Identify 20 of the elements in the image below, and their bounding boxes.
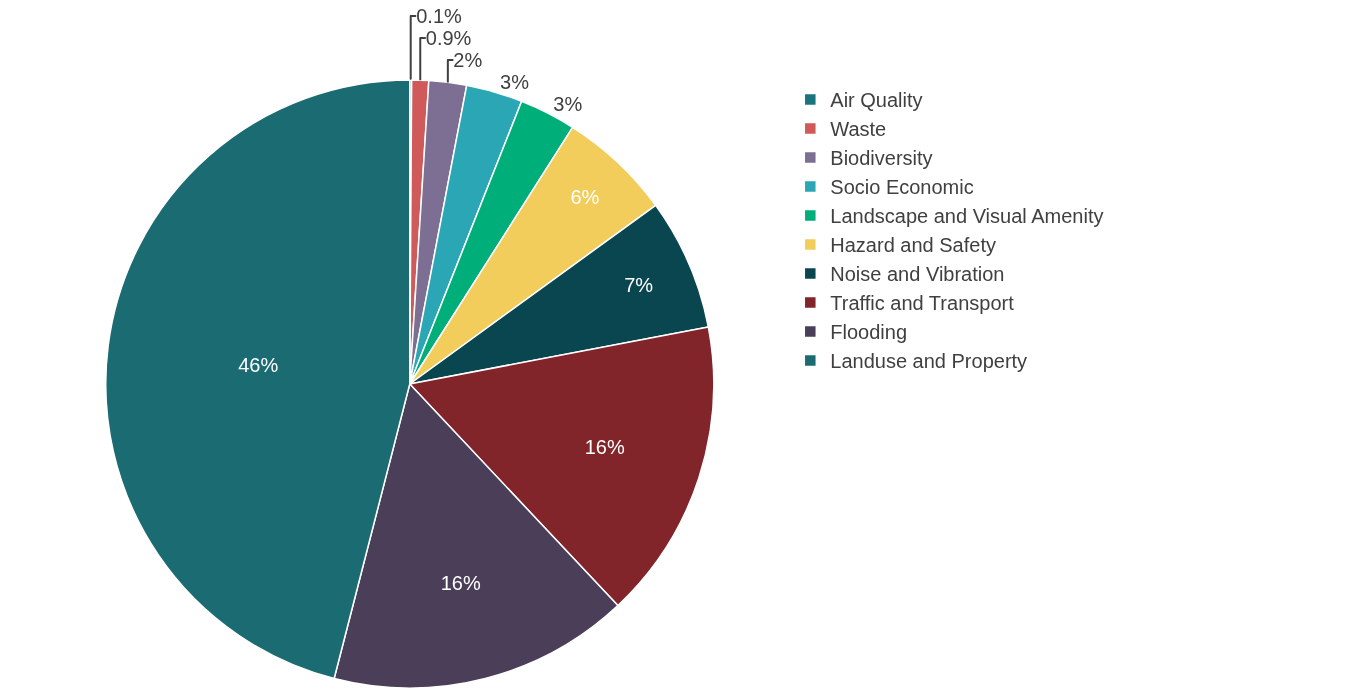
legend-label: Hazard and Safety (830, 234, 996, 257)
legend-label: Traffic and Transport (830, 292, 1015, 315)
legend-label: Air Quality (830, 89, 923, 112)
data-label: 0.1% (416, 4, 463, 27)
data-label: 3% (500, 70, 530, 93)
data-label: 6% (570, 186, 600, 209)
legend-label: Noise and Vibration (830, 263, 1005, 286)
legend-label: Flooding (830, 321, 908, 344)
data-label: 3% (553, 93, 583, 116)
legend-label: Waste (830, 118, 887, 141)
data-label: 16% (440, 571, 481, 594)
data-label: 7% (624, 273, 654, 296)
data-label: 2% (453, 48, 483, 71)
legend-label: Landscape and Visual Amenity (830, 205, 1104, 228)
legend-label: Biodiversity (830, 147, 933, 170)
legend-label: Landuse and Property (830, 350, 1028, 373)
legend-label: Socio Economic (830, 176, 974, 199)
data-label: 16% (584, 436, 625, 459)
data-label: 0.9% (425, 26, 472, 49)
data-label: 46% (238, 353, 279, 376)
